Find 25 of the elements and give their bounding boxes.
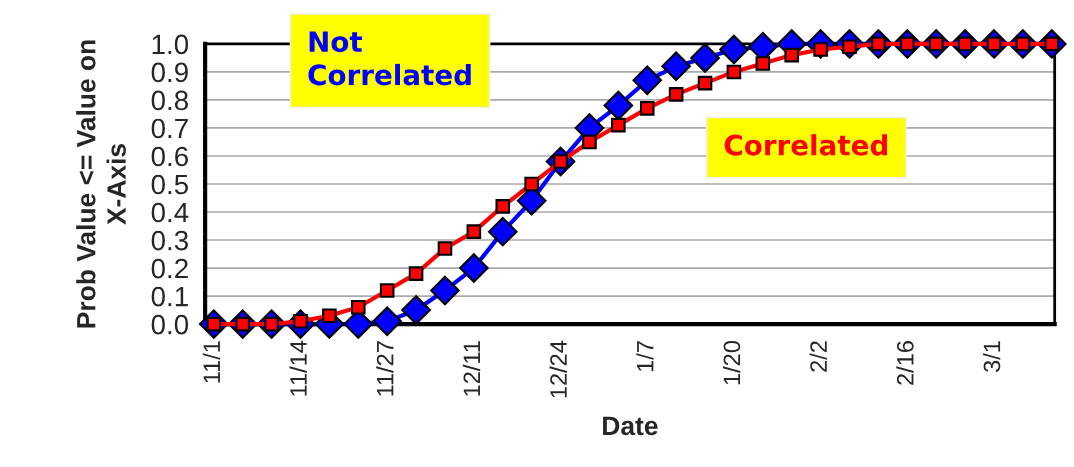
y-tick-label: 0.4: [151, 202, 189, 223]
x-tick-label: 11/1: [202, 341, 221, 383]
y-tick-label: 0.3: [151, 230, 188, 251]
y-tick-label: 0.1: [151, 286, 188, 307]
y-axis-title: Prob Value <= Value on X-Axis: [76, 40, 126, 328]
x-tick-label: 12/11: [462, 341, 481, 396]
x-tick-label: 2/2: [809, 341, 827, 372]
y-tick-label: 0.0: [151, 314, 189, 335]
x-axis-title: Date: [603, 416, 658, 436]
text: Not Correlated: [308, 31, 471, 86]
y-tick-label: 1.0: [152, 34, 189, 55]
y-tick-label: 0.2: [151, 258, 188, 279]
x-tick-label: 1/7: [636, 341, 654, 372]
x-tick-label: 11/14: [289, 340, 307, 396]
x-tick-label: 12/24: [549, 340, 567, 398]
y-tick-label: 0.7: [151, 118, 188, 139]
x-tick-label: 2/16: [896, 341, 914, 385]
x-tick-label: 11/27: [376, 341, 394, 396]
y-tick-label: 0.5: [151, 174, 188, 195]
y-tick-label: 0.8: [151, 90, 188, 111]
y-tick-label: 0.6: [151, 146, 188, 167]
series-label: Correlated: [724, 134, 887, 156]
x-tick-label: 3/1: [982, 341, 1001, 372]
x-tick-label: 1/20: [722, 340, 741, 385]
y-tick-label: 0.9: [151, 62, 188, 83]
